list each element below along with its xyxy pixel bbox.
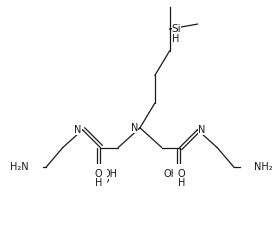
Text: OH: OH	[163, 169, 179, 179]
Text: O: O	[95, 169, 102, 179]
Text: N: N	[131, 123, 138, 133]
Text: OH: OH	[102, 169, 117, 179]
Text: H: H	[172, 34, 179, 44]
Text: H: H	[178, 178, 185, 188]
Text: H: H	[95, 178, 102, 188]
Text: O: O	[178, 169, 185, 179]
Text: O: O	[101, 175, 109, 185]
Text: N: N	[198, 125, 206, 135]
Text: N: N	[74, 125, 81, 135]
Text: H₂N: H₂N	[11, 162, 29, 172]
Text: Si: Si	[172, 24, 181, 34]
Text: NH₂: NH₂	[254, 162, 273, 172]
